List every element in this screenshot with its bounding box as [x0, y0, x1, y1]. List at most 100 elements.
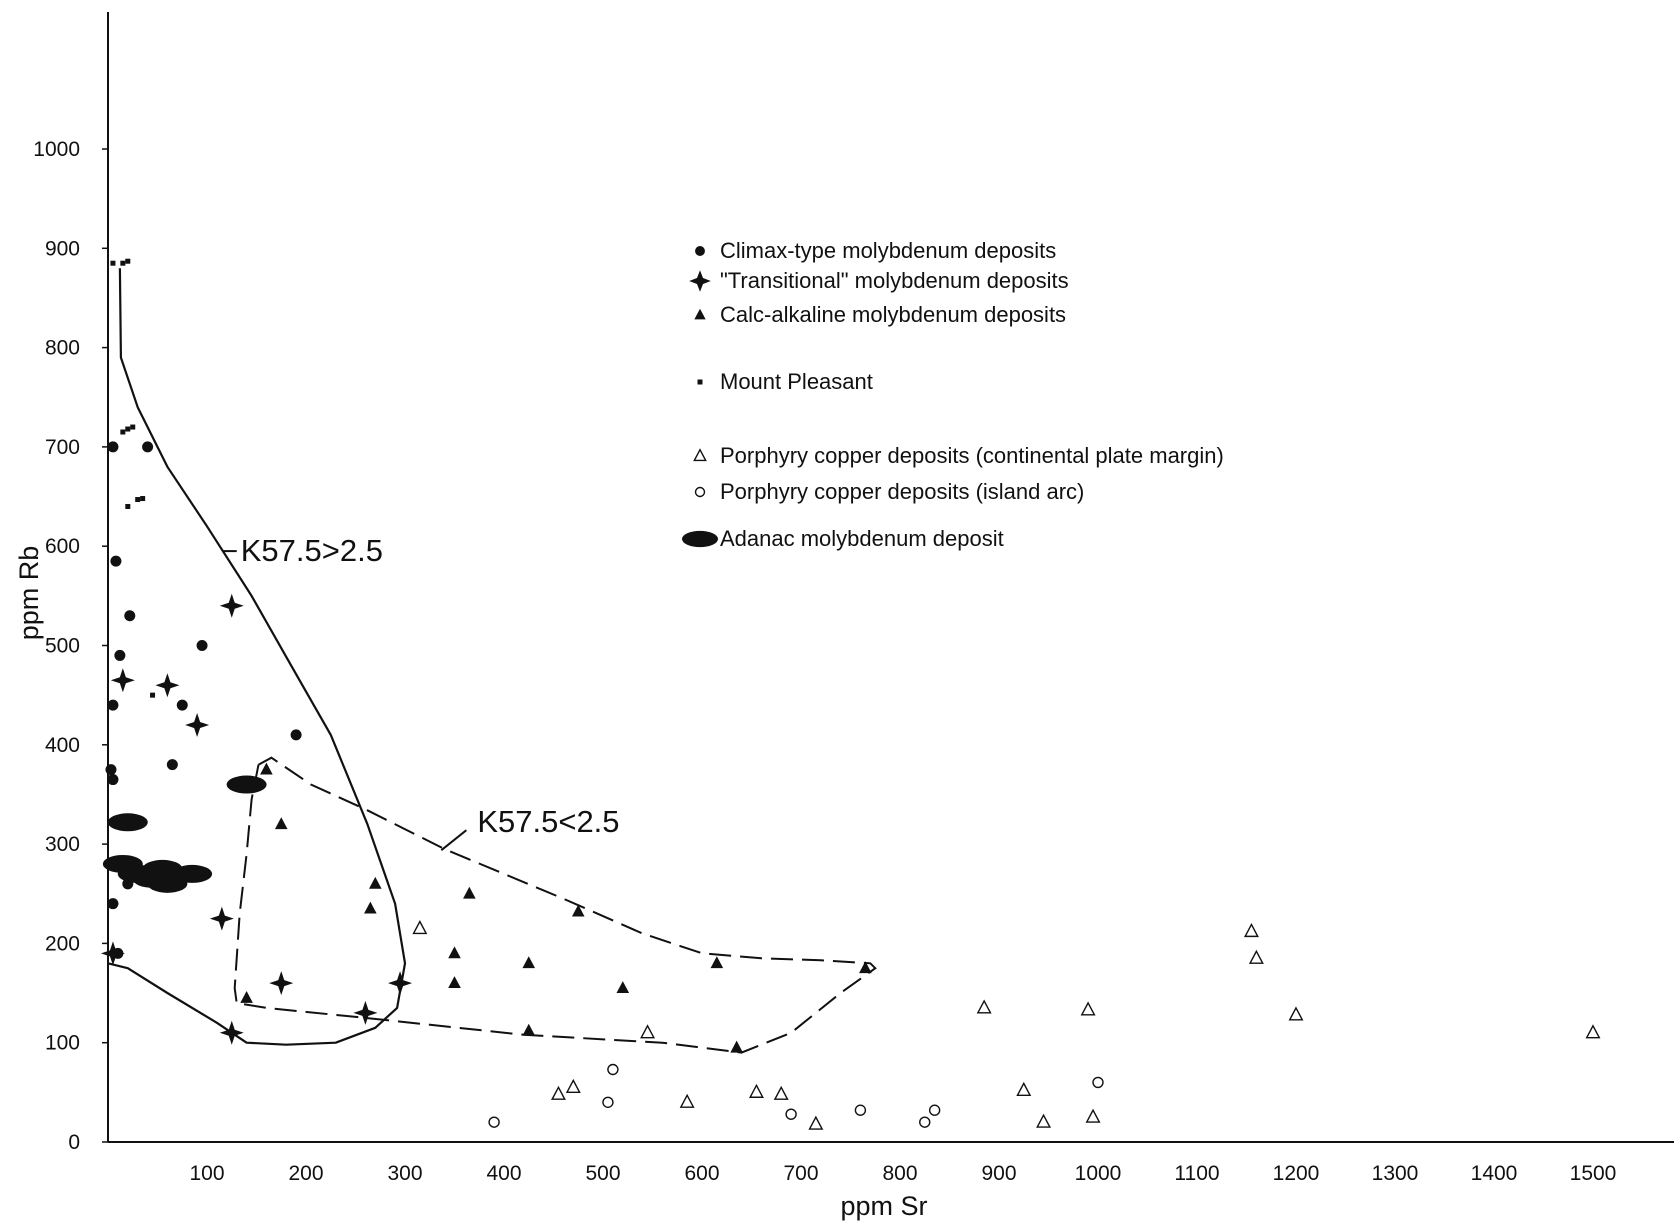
data-point: [369, 876, 382, 889]
x-tick-label: 600: [684, 1162, 719, 1185]
x-tick-label: 1100: [1174, 1162, 1219, 1185]
legend-marker: [694, 308, 706, 320]
legend-label: Calc-alkaline molybdenum deposits: [720, 302, 1066, 327]
y-tick-label: 400: [45, 734, 80, 757]
x-tick-label: 1400: [1471, 1162, 1518, 1185]
data-point: [448, 946, 461, 959]
legend-label: Porphyry copper deposits (island arc): [720, 479, 1084, 504]
y-tick-label: 300: [45, 833, 80, 856]
x-tick-label: 300: [387, 1162, 422, 1185]
series-open-triangle: [412, 920, 1601, 1130]
axes: [107, 12, 1674, 1143]
y-tick-label: 100: [45, 1032, 80, 1055]
data-point: [135, 497, 141, 503]
y-tick-label: 600: [45, 535, 80, 558]
data-point: [107, 898, 119, 910]
legend-item: Calc-alkaline molybdenum deposits: [694, 302, 1066, 327]
field-annotation: K57.5<2.5: [440, 804, 620, 851]
y-tick-label: 200: [45, 932, 80, 955]
data-point: [710, 956, 724, 969]
annotation-label: K57.5>2.5: [241, 533, 383, 568]
data-point: [919, 1116, 931, 1128]
y-axis-label: ppm Rb: [14, 546, 44, 641]
x-tick-label: 400: [486, 1162, 521, 1185]
legend: Climax-type molybdenum deposits "Transiti…: [682, 238, 1224, 551]
data-point: [488, 1116, 500, 1128]
data-point: [463, 886, 476, 899]
data-point: [1016, 1081, 1032, 1096]
data-point: [274, 817, 288, 830]
data-point: [602, 1096, 614, 1108]
data-point: [125, 503, 131, 509]
data-point: [388, 971, 413, 996]
x-tick-label: 100: [189, 1162, 224, 1185]
data-point: [150, 692, 156, 698]
data-point: [142, 441, 154, 453]
field-boundaries: [107, 268, 877, 1054]
data-point: [120, 429, 126, 435]
data-point: [107, 441, 119, 453]
x-tick-label: 1200: [1273, 1162, 1320, 1185]
data-point: [785, 1108, 797, 1120]
legend-item: Climax-type molybdenum deposits: [695, 238, 1056, 263]
data-point: [105, 764, 117, 776]
x-tick-label: 1300: [1372, 1162, 1419, 1185]
data-point: [854, 1104, 867, 1116]
data-point: [110, 260, 116, 266]
data-point: [219, 593, 244, 618]
data-point: [130, 424, 136, 430]
data-point: [290, 729, 302, 741]
data-point: [107, 699, 119, 711]
field-annotation: K57.5>2.5: [222, 533, 383, 568]
data-points: [100, 258, 1601, 1130]
data-point: [859, 961, 872, 974]
data-point: [107, 813, 148, 832]
y-tick-label: 700: [45, 436, 80, 459]
legend-item: Porphyry copper deposits (continental pl…: [693, 443, 1224, 468]
data-point: [140, 496, 146, 502]
data-point: [571, 904, 585, 917]
x-tick-label: 900: [981, 1162, 1016, 1185]
legend-marker: [689, 270, 711, 292]
legend-marker: [693, 448, 707, 462]
legend-label: Porphyry copper deposits (continental pl…: [720, 443, 1224, 468]
data-point: [565, 1078, 581, 1093]
data-point: [773, 1085, 789, 1100]
data-point: [1080, 1001, 1096, 1016]
data-point: [1585, 1024, 1601, 1039]
data-point: [1243, 922, 1259, 938]
field-k-high-boundary: [107, 268, 407, 1046]
x-tick-label: 200: [288, 1162, 323, 1185]
data-point: [679, 1093, 695, 1108]
legend-item: Adanac molybdenum deposit: [682, 526, 1004, 551]
data-point: [120, 260, 126, 266]
data-point: [730, 1040, 743, 1053]
data-point: [522, 956, 536, 969]
legend-item: Porphyry copper deposits (island arc): [694, 479, 1084, 504]
data-point: [412, 920, 428, 935]
series-small-square: [110, 258, 156, 698]
legend-label: Climax-type molybdenum deposits: [720, 238, 1056, 263]
legend-item: Mount Pleasant: [697, 369, 873, 394]
legend-label: Mount Pleasant: [720, 369, 873, 394]
data-point: [196, 640, 208, 651]
legend-marker: [697, 379, 703, 385]
field-annotations: K57.5>2.5 K57.5<2.5: [222, 533, 620, 851]
tick-labels: 0 100 200 300 400 500 600 700 800 900 1000 100 200 30…: [33, 138, 1616, 1185]
data-point: [616, 981, 630, 993]
series-filled-ellipse: [102, 775, 267, 893]
x-tick-label: 1000: [1075, 1162, 1122, 1185]
data-point: [607, 1063, 619, 1076]
legend-marker: [695, 246, 705, 256]
data-point: [219, 1020, 244, 1045]
data-point: [550, 1085, 566, 1100]
data-point: [976, 999, 992, 1014]
data-point: [125, 258, 131, 264]
data-point: [155, 673, 180, 698]
y-tick-label: 800: [45, 337, 80, 360]
data-point: [110, 668, 135, 693]
y-tick-label: 900: [45, 237, 80, 260]
data-point: [640, 1024, 656, 1039]
